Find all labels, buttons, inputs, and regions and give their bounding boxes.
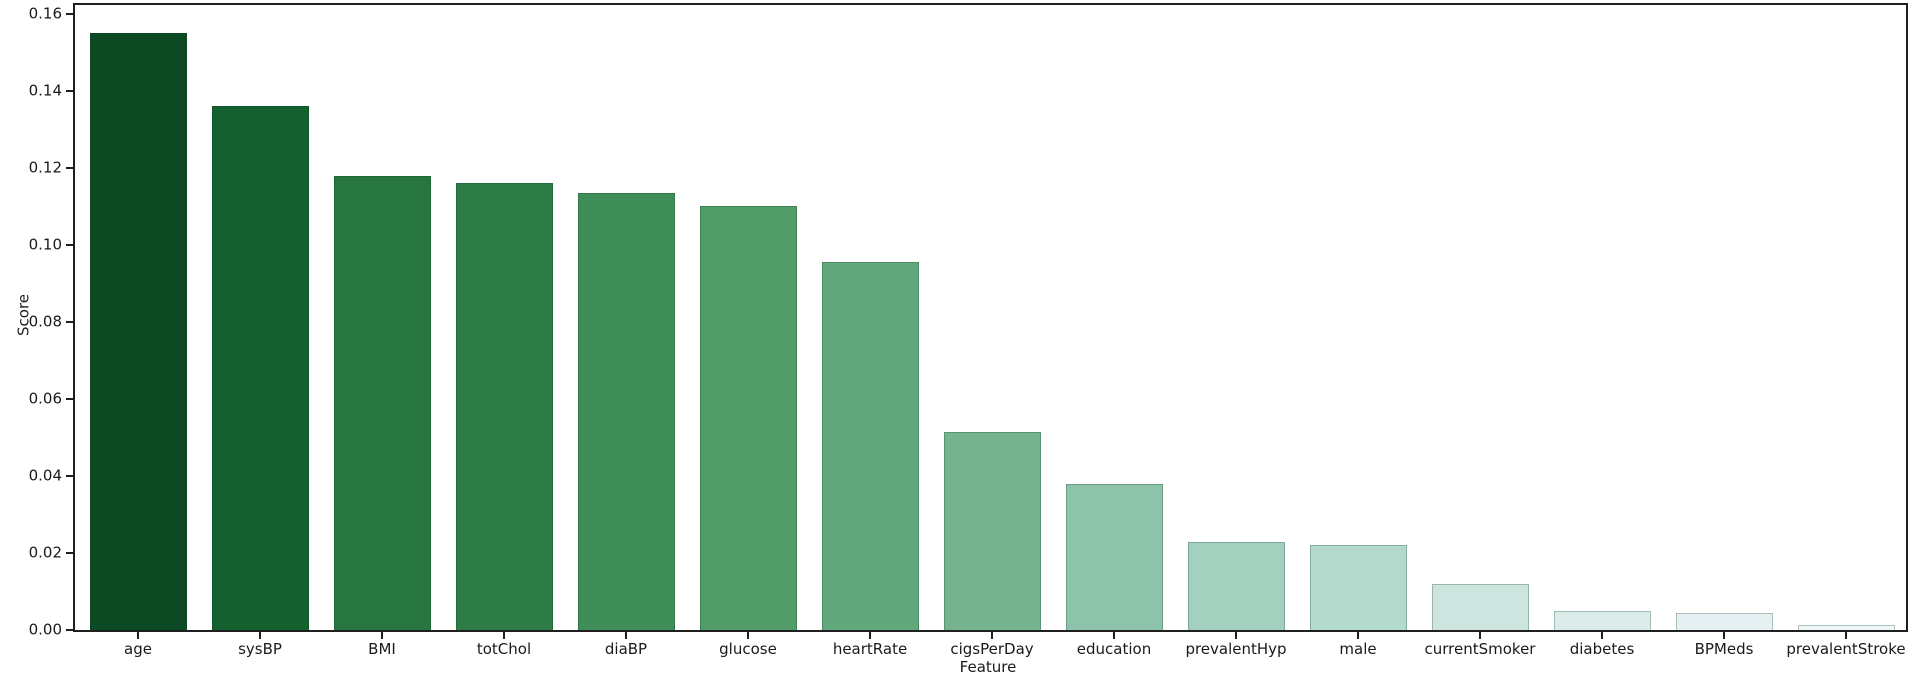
x-tick-label: currentSmoker bbox=[1424, 640, 1536, 658]
bar-diaBP bbox=[577, 193, 675, 630]
y-tick-label: 0.04 bbox=[28, 466, 62, 485]
x-tick-mark bbox=[1845, 632, 1847, 639]
x-tick-label: heartRate bbox=[832, 640, 908, 658]
y-tick-mark bbox=[66, 320, 73, 323]
x-tick-label: diaBP bbox=[604, 640, 648, 658]
bar-cigsPerDay bbox=[943, 432, 1041, 630]
x-tick-mark bbox=[991, 632, 993, 639]
bar-diabetes bbox=[1553, 611, 1651, 630]
plot-area: 0.00 0.02 0.04 0.06 0.08 0.10 0.12 0.14 0.16 age… bbox=[29, 3, 1908, 657]
x-tick-mark bbox=[869, 632, 871, 639]
x-tick-mark bbox=[503, 632, 505, 639]
y-tick-label: 0.06 bbox=[28, 389, 62, 408]
y-tick-mark bbox=[66, 551, 73, 554]
x-tick-label: prevalentStroke bbox=[1786, 640, 1906, 658]
x-tick-mark bbox=[1235, 632, 1237, 639]
x-tick-mark bbox=[381, 632, 383, 639]
x-tick-mark bbox=[1113, 632, 1115, 639]
x-tick-mark bbox=[625, 632, 627, 639]
y-tick-mark bbox=[66, 166, 73, 169]
y-tick-mark bbox=[66, 629, 73, 631]
y-tick-label: 0.10 bbox=[28, 235, 62, 254]
x-tick-label: prevalentHyp bbox=[1185, 640, 1287, 658]
y-tick-mark bbox=[66, 12, 73, 15]
bar-age bbox=[89, 33, 187, 630]
x-tick-mark bbox=[1601, 632, 1603, 639]
x-tick-label: BMI bbox=[368, 640, 396, 658]
x-tick-mark bbox=[747, 632, 749, 639]
y-axis-label: Score bbox=[14, 293, 33, 337]
bar-prevalentHyp bbox=[1187, 542, 1285, 630]
x-axis-label: Feature bbox=[959, 658, 1017, 676]
bar-BPMeds bbox=[1675, 613, 1773, 630]
y-tick-mark bbox=[66, 474, 73, 477]
y-tick-label: 0.12 bbox=[28, 158, 62, 177]
x-tick-label: male bbox=[1339, 640, 1377, 658]
bar-currentSmoker bbox=[1431, 584, 1529, 630]
bar-male bbox=[1309, 545, 1407, 630]
y-tick-label: 0.00 bbox=[28, 620, 62, 639]
y-tick-label: 0.16 bbox=[28, 4, 62, 23]
bar-education bbox=[1065, 484, 1163, 630]
x-tick-label: age bbox=[124, 640, 152, 658]
bar-sysBP bbox=[211, 106, 309, 630]
x-tick-label: cigsPerDay bbox=[950, 640, 1034, 658]
x-tick-label: glucose bbox=[719, 640, 777, 658]
y-tick-mark bbox=[66, 397, 73, 400]
x-tick-mark bbox=[1479, 632, 1481, 639]
x-tick-mark bbox=[1723, 632, 1725, 639]
x-tick-mark bbox=[259, 632, 261, 639]
bar-BMI bbox=[333, 176, 431, 630]
x-tick-label: education bbox=[1076, 640, 1152, 658]
x-tick-label: sysBP bbox=[238, 640, 282, 658]
y-tick-mark bbox=[66, 89, 73, 92]
x-tick-label: totChol bbox=[476, 640, 532, 658]
x-tick-label: BPMeds bbox=[1694, 640, 1754, 658]
bar-heartRate bbox=[821, 262, 919, 630]
y-tick-label: 0.08 bbox=[28, 312, 62, 331]
bar-prevalentStroke bbox=[1797, 625, 1895, 630]
bar-totChol bbox=[455, 183, 553, 630]
x-tick-mark bbox=[137, 632, 139, 639]
y-tick-label: 0.14 bbox=[28, 81, 62, 100]
x-tick-mark bbox=[1357, 632, 1359, 639]
y-tick-label: 0.02 bbox=[28, 543, 62, 562]
y-tick-mark bbox=[66, 243, 73, 246]
bar-glucose bbox=[699, 206, 797, 630]
x-tick-label: diabetes bbox=[1569, 640, 1635, 658]
